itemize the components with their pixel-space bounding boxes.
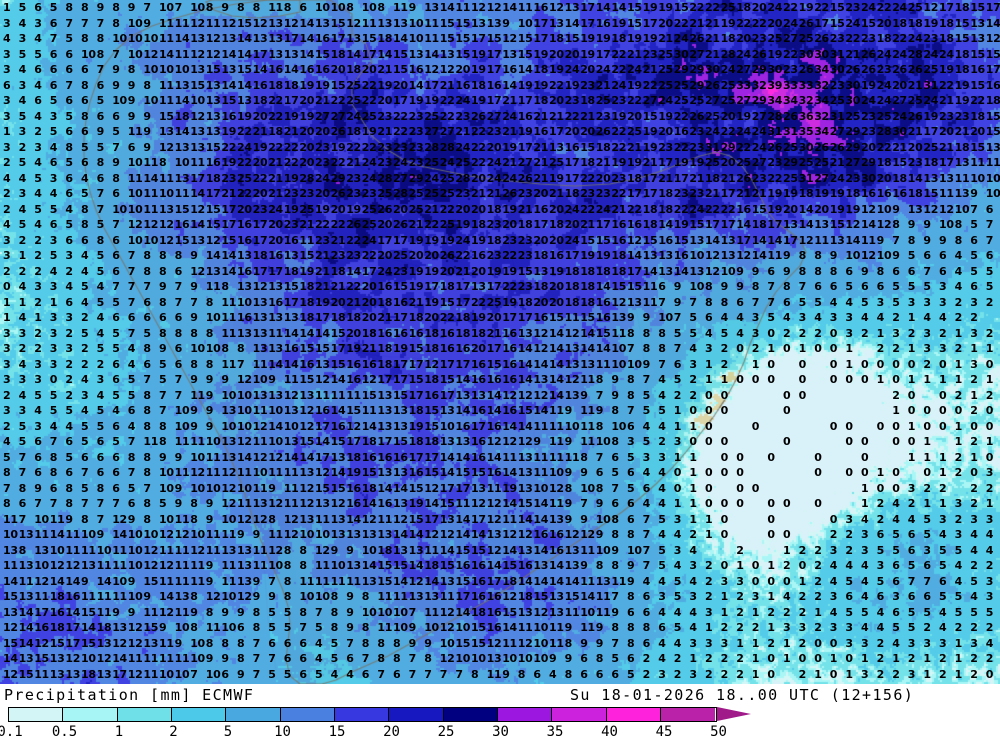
colorbar-swatch-6: [335, 708, 390, 721]
colorbar-tick-45: 45: [655, 724, 673, 740]
colorbar-swatch-1: [63, 708, 118, 721]
colorbar-tick-0.1: 0.1: [0, 724, 23, 740]
map-basemap-canvas: [0, 0, 1000, 684]
colorbar-tick-40: 40: [601, 724, 618, 740]
colorbar-swatch-11: [606, 708, 662, 721]
colorbar-swatch-8: [443, 708, 499, 721]
colorbar-tick-35: 35: [546, 724, 564, 740]
colorbar-tick-5: 5: [223, 724, 233, 740]
colorbar-swatch-2: [117, 708, 173, 721]
colorbar-swatch-4: [226, 708, 281, 721]
colorbar-tick-1: 1: [114, 724, 124, 740]
colorbar-tick-labels: 0.1 0.5 1 2 5 10 15 20 25 30 35 40 45 50: [0, 724, 757, 740]
colorbar-swatch-5: [280, 708, 336, 721]
colorbar-overflow-arrow-icon: [716, 707, 751, 721]
colorbar-swatch-9: [498, 708, 553, 721]
colorbar-tick-20: 20: [383, 724, 400, 740]
colorbar-tick-2: 2: [169, 724, 178, 740]
colorbar-swatch-3: [172, 708, 227, 721]
map-footer: Precipitation [mm] ECMWF Su 18-01-2026 1…: [0, 684, 1000, 740]
colorbar-swatch-0: [9, 708, 64, 721]
colorbar-tick-15: 15: [328, 724, 346, 740]
colorbar-swatch-12: [661, 708, 716, 721]
colorbar-tick-10: 10: [274, 724, 291, 740]
colorbar-tick-30: 30: [492, 724, 509, 740]
precipitation-field-map[interactable]: 1 5 6 5 8 8 9 8 9 7 10 7 10 8 9 8 8 11 8 6 10 10 8 10 8 11 9 13 14 11…: [0, 0, 1000, 684]
colorbar-tick-0.5: 0.5: [51, 724, 78, 740]
colorbar-swatches[interactable]: [8, 707, 717, 722]
colorbar-swatch-7: [389, 708, 444, 721]
colorbar-tick-25: 25: [437, 724, 455, 740]
valid-time-stamp: Su 18-01-2026 18..00 UTC (12+156): [570, 686, 915, 704]
colorbar-tick-50: 50: [710, 724, 727, 740]
colorbar-swatch-10: [552, 708, 607, 721]
page-title: Precipitation [mm] ECMWF: [4, 686, 255, 704]
